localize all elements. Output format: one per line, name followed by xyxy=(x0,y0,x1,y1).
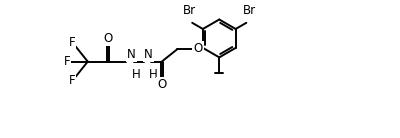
Text: F: F xyxy=(69,36,75,49)
Text: H: H xyxy=(132,67,140,81)
Text: O: O xyxy=(193,42,202,55)
Text: O: O xyxy=(104,32,113,45)
Text: Br: Br xyxy=(182,4,196,17)
Text: N: N xyxy=(144,48,153,61)
Text: N: N xyxy=(127,48,136,61)
Text: F: F xyxy=(69,74,75,87)
Text: O: O xyxy=(157,78,166,91)
Text: H: H xyxy=(149,67,158,81)
Text: Br: Br xyxy=(243,4,256,17)
Text: F: F xyxy=(64,55,70,68)
